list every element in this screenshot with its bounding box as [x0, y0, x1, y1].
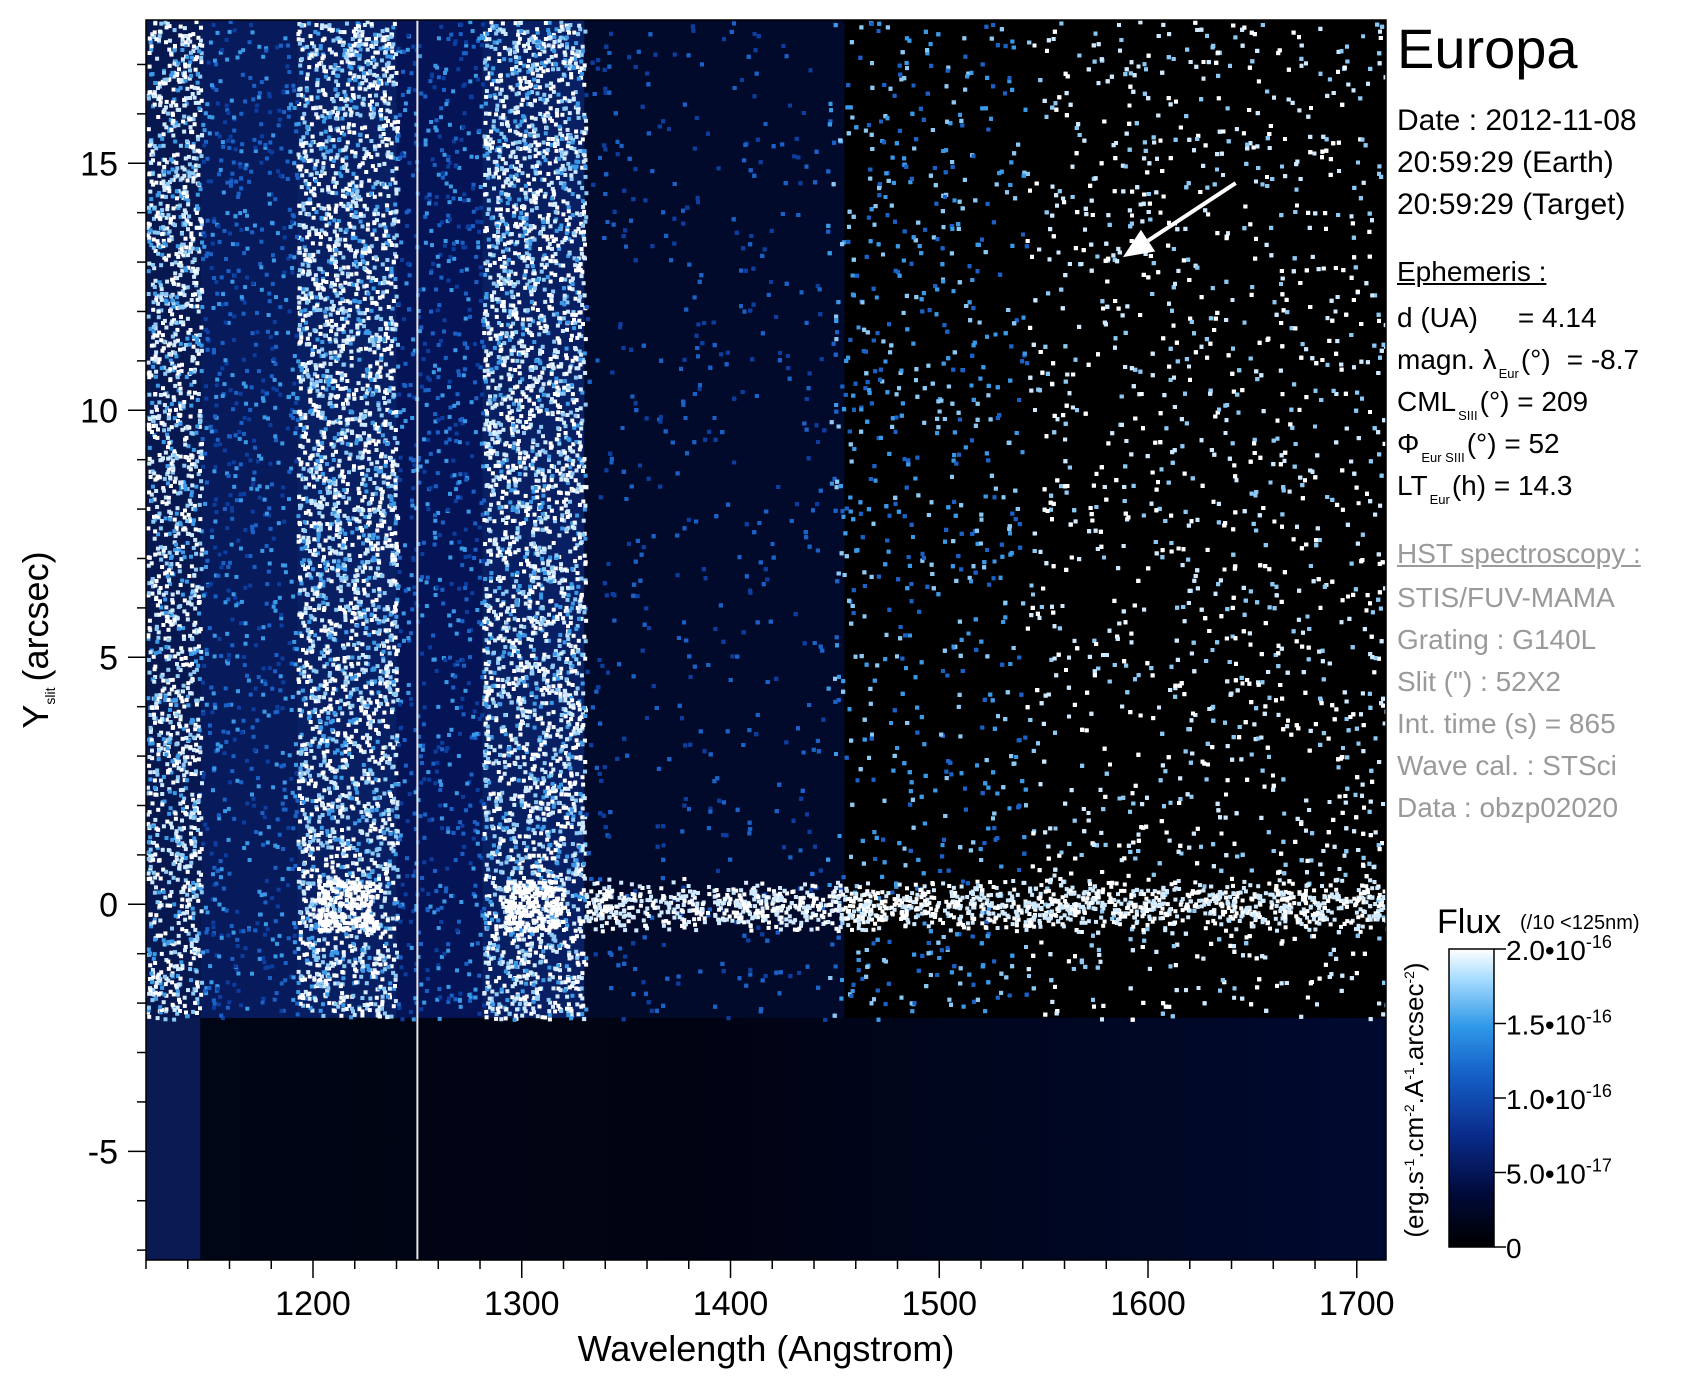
emission-bands	[146, 20, 845, 1018]
instrument: STIS/FUV-MAMA	[1397, 582, 1615, 613]
latitude-value: = -8.7	[1566, 344, 1640, 375]
lt-sub: Eur	[1429, 492, 1450, 507]
x-tick-label: 1700	[1319, 1285, 1395, 1323]
x-tick-label: 1600	[1110, 1285, 1186, 1323]
phi-value: (°) = 52	[1466, 428, 1560, 459]
time-earth: 20:59:29 (Earth)	[1397, 146, 1614, 179]
colorbar-tick-label: 5.0•10-17	[1506, 1156, 1612, 1190]
y-tick-label: 15	[80, 145, 118, 183]
hst-title: HST spectroscopy :	[1397, 538, 1641, 569]
colorbar	[1448, 948, 1495, 1248]
ephemeris-lt: LT Eur(h) = 14.3	[1397, 470, 1573, 507]
cml-value: (°) = 209	[1479, 386, 1589, 417]
integration-time: Int. time (s) = 865	[1397, 708, 1616, 739]
ephemeris-latitude: magn. λ Eur(°) = -8.7	[1397, 344, 1640, 381]
dataset-id: Data : obzp02020	[1397, 792, 1619, 823]
photon-events	[146, 20, 1386, 1022]
y-tick-label: -5	[88, 1133, 118, 1171]
y-axis-title-main: Y	[15, 705, 56, 729]
colorbar-tick-label: 2.0•10-16	[1506, 932, 1612, 966]
x-axis-title: Wavelength (Angstrom)	[578, 1328, 955, 1369]
ephemeris-distance: d (UA) = 4.14	[1397, 302, 1597, 334]
edge-strip	[146, 1017, 201, 1260]
ephemeris-cml: CML SIII(°) = 209	[1397, 386, 1589, 423]
distance-label: d (UA)	[1397, 302, 1478, 333]
ephemeris-phi: Φ Eur SIII(°) = 52	[1397, 428, 1560, 465]
colorbar-unit: (erg.s-1.cm-2.A-1.arcsec-2)	[1399, 962, 1429, 1237]
y-tick-label: 0	[99, 886, 118, 924]
colorbar-title: Flux	[1437, 903, 1501, 941]
inter-band-region	[200, 20, 297, 1018]
latitude-sub: Eur	[1498, 366, 1519, 381]
lt-label: LT	[1397, 470, 1428, 501]
phi-label: Φ	[1397, 428, 1420, 459]
wave-calibration: Wave cal. : STSci	[1397, 750, 1617, 781]
target-name: Europa	[1397, 17, 1578, 80]
x-axis: 1200 1300 1400 1500 1600 1700	[145, 1260, 1395, 1323]
time-target: 20:59:29 (Target)	[1397, 188, 1626, 221]
grating: Grating : G140L	[1397, 624, 1597, 655]
y-axis-title-sub: slit	[42, 687, 58, 704]
continuum-glow	[584, 20, 845, 1018]
slit: Slit (") : 52X2	[1397, 666, 1561, 697]
no-signal-region	[146, 1017, 1386, 1260]
colorbar-ticks: 0 5.0•10-17 1.0•10-16 1.5•10-16 2.0•10-16	[1494, 932, 1612, 1264]
latitude-label: magn. λ	[1397, 344, 1497, 375]
latitude-unit: (°)	[1520, 344, 1551, 375]
y-tick-label: 5	[99, 639, 118, 677]
ephemeris-title: Ephemeris :	[1397, 256, 1547, 287]
arrow-annotation	[1122, 181, 1237, 258]
distance-value: = 4.14	[1517, 302, 1597, 333]
lt-value: (h) = 14.3	[1451, 470, 1573, 501]
colorbar-tick-label: 1.0•10-16	[1506, 1081, 1612, 1115]
inter-band-region	[396, 20, 483, 1018]
phi-sub: Eur SIII	[1421, 450, 1465, 465]
y-axis-title-unit: (arcsec)	[15, 551, 56, 681]
colorbar-tick-label: 0	[1506, 1233, 1522, 1264]
arrow-head	[1122, 229, 1156, 258]
x-tick-label: 1400	[693, 1285, 769, 1323]
cml-label: CML	[1397, 386, 1457, 417]
arrow-shaft	[1146, 181, 1237, 243]
colorbar-note: (/10 <125nm)	[1520, 912, 1640, 934]
y-tick-label: 10	[80, 392, 118, 430]
plot-frame	[145, 19, 1387, 1261]
x-tick-label: 1500	[901, 1285, 977, 1323]
cml-sub: SIII	[1458, 408, 1478, 423]
colorbar-tick-label: 1.5•10-16	[1506, 1007, 1612, 1041]
x-tick-label: 1200	[275, 1285, 351, 1323]
obs-date: Date : 2012-11-08	[1397, 104, 1637, 137]
x-tick-label: 1300	[484, 1285, 560, 1323]
spectral-image	[146, 20, 1386, 1260]
y-axis: -5 0 5 10 15	[80, 63, 146, 1251]
y-axis-title: Yslit (arcsec)	[15, 551, 58, 728]
